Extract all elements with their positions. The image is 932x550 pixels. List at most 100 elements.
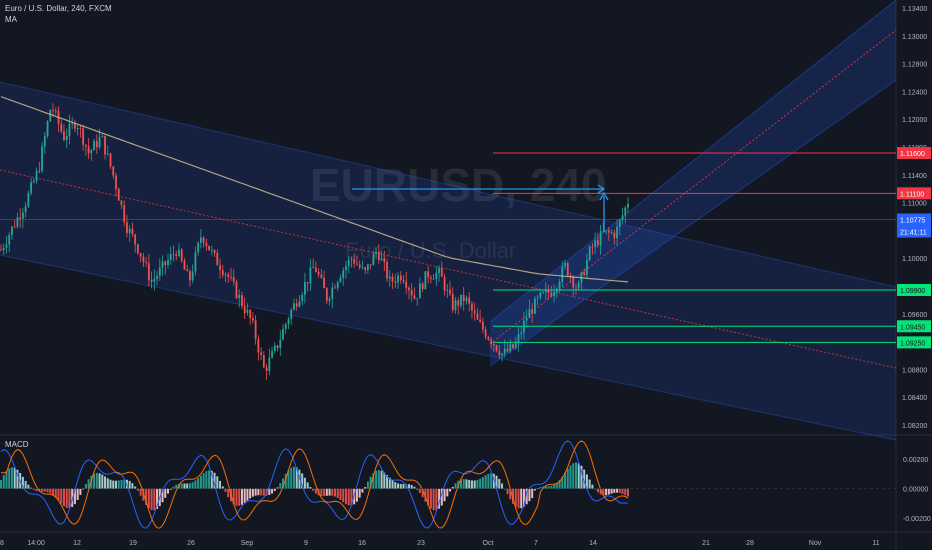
candle-body-9	[24, 206, 27, 213]
macd-bar-185	[506, 488, 509, 495]
candle-body-192	[525, 318, 528, 321]
macd-bar-139	[380, 470, 383, 489]
macd-bar-63	[172, 486, 175, 489]
time-tick-11: 21	[702, 540, 710, 547]
candle-body-76	[208, 245, 210, 251]
macd-bar-91	[249, 488, 252, 499]
candle-body-102	[279, 339, 282, 349]
candle-body-48	[131, 228, 134, 235]
macd-bar-223	[610, 488, 613, 494]
candle-body-79	[216, 253, 219, 266]
macd-legend: MACD	[5, 440, 29, 449]
macd-bar-60	[164, 488, 167, 498]
candle-body-176	[481, 321, 484, 330]
time-tick-9: 7	[534, 540, 538, 547]
macd-bar-205	[561, 476, 564, 489]
candle-body-181	[495, 345, 498, 351]
macd-bar-118	[323, 488, 326, 497]
macd-tick-2: -0.00200	[903, 516, 931, 523]
candle-body-162	[443, 276, 446, 291]
candle-body-66	[180, 249, 183, 261]
candle-body-126	[345, 266, 347, 271]
candle-body-127	[347, 259, 350, 267]
macd-bar-178	[487, 473, 490, 489]
macd-bar-224	[613, 488, 616, 493]
candle-body-94	[257, 339, 260, 353]
candle-body-140	[383, 258, 386, 263]
macd-bar-81	[221, 486, 224, 489]
macd-bar-125	[342, 488, 345, 503]
candle-body-115	[314, 267, 317, 272]
candle-body-35	[95, 141, 98, 148]
label-0920-bg	[897, 336, 931, 349]
macd-bar-190	[520, 488, 523, 509]
candle-body-132	[361, 267, 364, 269]
candle-body-78	[213, 250, 216, 254]
macd-bar-76	[208, 470, 211, 489]
candle-body-56	[153, 278, 156, 282]
macd-bar-179	[490, 473, 493, 489]
macd-bar-85	[232, 488, 235, 505]
macd-bar-170	[465, 479, 468, 489]
macd-bar-220	[602, 488, 605, 496]
candle-body-143	[391, 276, 394, 282]
candle-body-2	[5, 244, 8, 248]
candle-body-43	[117, 188, 120, 201]
macd-bar-94	[257, 488, 260, 496]
price-tick-6: 1.11400	[902, 173, 927, 180]
candle-body-197	[539, 292, 542, 298]
candle-body-73	[199, 237, 202, 243]
candle-body-169	[462, 294, 465, 302]
candle-body-70	[191, 271, 194, 281]
candle-body-34	[93, 141, 95, 151]
candle-body-0	[0, 249, 2, 251]
label-0920: 1.09250	[900, 340, 925, 347]
macd-bar-124	[339, 488, 342, 501]
macd-bar-28	[76, 488, 79, 501]
candle-body-84	[230, 276, 232, 278]
symbol-legend: Euro / U.S. Dollar, 240, FXCM	[5, 4, 112, 13]
macd-bar-93	[254, 488, 257, 496]
macd-bar-117	[320, 488, 323, 497]
projection-arrowhead-up	[599, 191, 609, 201]
candle-body-200	[547, 289, 550, 294]
macd-bar-137	[375, 470, 378, 489]
candle-body-5	[13, 226, 16, 228]
macd-bar-161	[440, 488, 443, 506]
candle-body-220	[602, 231, 605, 232]
macd-bar-108	[295, 467, 298, 489]
macd-bar-79	[216, 476, 219, 489]
macd-bar-47	[128, 480, 131, 489]
macd-bar-229	[627, 488, 629, 497]
macd-bar-186	[509, 488, 512, 500]
time-tick-8: Oct	[483, 540, 494, 547]
macd-bar-115	[314, 488, 317, 494]
candle-body-157	[429, 277, 432, 279]
macd-bar-130	[355, 488, 358, 502]
candle-body-112	[306, 282, 309, 284]
candle-body-222	[607, 230, 610, 233]
macd-bar-208	[569, 465, 572, 489]
macd-bar-44	[120, 479, 123, 489]
price-tick-1: 1.13000	[902, 34, 927, 41]
macd-bar-32	[87, 479, 90, 489]
candle-body-39	[106, 153, 109, 155]
macd-bar-80	[219, 480, 222, 489]
macd-bar-95	[260, 488, 263, 496]
macd-bar-50	[136, 488, 139, 491]
macd-bar-106	[290, 467, 293, 489]
candle-body-22	[60, 123, 63, 132]
macd-bar-10	[27, 484, 30, 489]
macd-bar-213	[583, 469, 586, 489]
macd-bar-105	[287, 470, 290, 489]
candle-body-85	[232, 277, 235, 282]
candle-body-225	[616, 226, 618, 239]
candle-body-172	[471, 303, 473, 311]
macd-bar-138	[377, 470, 380, 489]
macd-bar-53	[145, 488, 148, 505]
macd-bar-204	[558, 480, 561, 489]
candle-body-123	[336, 281, 339, 288]
candle-body-106	[290, 309, 293, 320]
candle-body-18	[49, 109, 52, 122]
